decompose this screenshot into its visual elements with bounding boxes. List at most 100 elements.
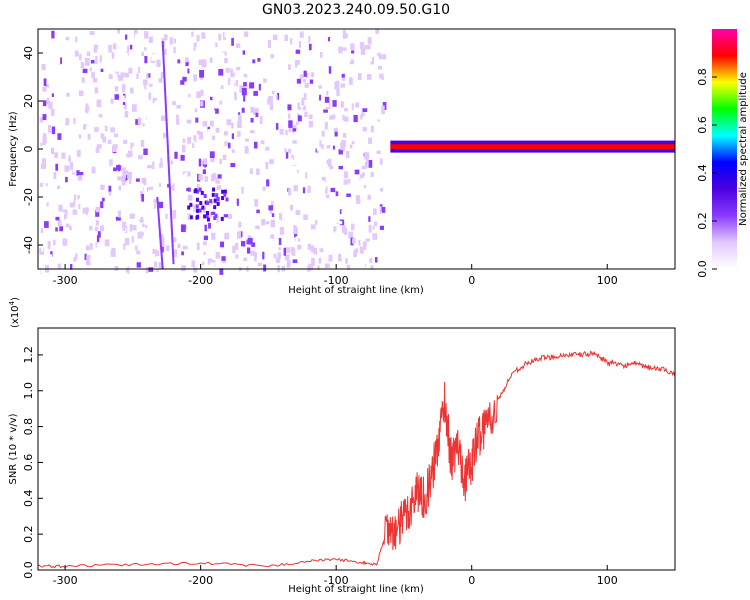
snr-y-ticks: 0.0 0.2 0.4 0.6 0.8 1.0 1.2 — [22, 346, 43, 579]
heatmap-cell — [114, 257, 117, 263]
heatmap-cell — [193, 42, 197, 47]
heatmap-cell — [348, 178, 351, 184]
heatmap-cell — [227, 253, 231, 261]
heatmap-cell — [127, 266, 130, 274]
heatmap-cell — [248, 46, 251, 51]
heatmap-cell — [351, 50, 355, 54]
heatmap-cell — [166, 55, 170, 61]
heatmap-cell — [195, 189, 199, 194]
heatmap-cell — [202, 169, 206, 175]
heatmap-cell — [62, 209, 68, 213]
heatmap-cell — [231, 37, 234, 46]
heatmap-cell — [236, 198, 239, 206]
heatmap-cell — [253, 90, 258, 96]
heatmap-cell — [258, 118, 262, 125]
heatmap-cell — [93, 90, 97, 98]
heatmap-cell — [211, 174, 215, 182]
heatmap-cell — [283, 167, 286, 174]
heatmap-cell — [63, 42, 68, 48]
heatmap-cell — [273, 34, 278, 40]
heatmap-cell — [291, 63, 296, 69]
heatmap-cell — [97, 231, 101, 238]
heatmap-cell — [288, 124, 292, 133]
heatmap-cell — [154, 100, 158, 107]
heatmap-cell — [276, 93, 280, 100]
colorbar-tick-label: 0.0 — [696, 260, 709, 278]
heatmap-cell — [85, 103, 90, 111]
heatmap-cell — [152, 161, 155, 170]
heatmap-cell — [44, 207, 48, 215]
heatmap-cell — [193, 74, 198, 82]
heatmap-cell — [142, 223, 145, 228]
heatmap-cell — [157, 122, 162, 129]
heatmap-cell — [91, 166, 96, 174]
heatmap-cell — [135, 88, 139, 94]
heatmap-cell — [195, 117, 199, 123]
heatmap-cell — [111, 248, 116, 254]
heatmap-cell — [350, 160, 355, 164]
heatmap-cell — [171, 101, 177, 106]
heatmap-cell — [277, 252, 281, 259]
heatmap-cell — [377, 111, 381, 118]
heatmap-cell — [196, 91, 201, 99]
heatmap-cell — [316, 93, 320, 100]
heatmap-cell — [349, 144, 353, 149]
heatmap-cell — [211, 192, 215, 197]
heatmap-cell — [60, 129, 64, 137]
heatmap-cell — [272, 90, 275, 95]
heatmap-cell — [169, 37, 173, 45]
heatmap-cell — [146, 72, 149, 79]
heatmap-cell — [130, 246, 134, 250]
heatmap-cell — [165, 213, 168, 219]
heatmap-cell — [232, 85, 237, 92]
heatmap-cell — [220, 85, 224, 90]
heatmap-cell — [262, 251, 265, 260]
heatmap-cell — [332, 145, 336, 150]
heatmap-cell — [316, 146, 322, 152]
heatmap-cell — [299, 134, 303, 141]
heatmap-cell — [378, 32, 383, 39]
heatmap-cell — [379, 225, 384, 230]
heatmap-cell — [158, 201, 164, 209]
heatmap-cell — [215, 42, 218, 48]
heatmap-cell — [172, 237, 177, 243]
heatmap-cell — [244, 196, 249, 203]
heatmap-cell — [335, 191, 339, 197]
heatmap-cell — [123, 160, 127, 165]
heatmap-cell — [88, 102, 93, 107]
heatmap-cell — [94, 127, 99, 132]
heatmap-cell — [58, 57, 62, 65]
heatmap-cell — [255, 225, 260, 230]
heatmap-cell — [250, 250, 256, 256]
heatmap-cell — [325, 186, 328, 194]
heatmap-cell — [303, 93, 307, 100]
heatmap-cell — [78, 107, 82, 111]
heatmap-cell — [124, 111, 129, 118]
heatmap-cell — [124, 238, 130, 246]
heatmap-cell — [94, 226, 99, 232]
heatmap-cell — [285, 129, 288, 136]
heatmap-cell — [211, 109, 216, 115]
snr-y-exponent-close: ) — [10, 297, 21, 301]
heatmap-cell — [258, 50, 263, 59]
heatmap-cell — [137, 29, 142, 35]
heatmap-cell — [289, 204, 294, 211]
heatmap-cell — [368, 159, 373, 168]
heatmap-cell — [121, 84, 126, 93]
heatmap-cell — [203, 194, 207, 199]
heatmap-cell — [110, 98, 114, 104]
heatmap-cell — [51, 147, 55, 154]
heatmap-cell — [41, 63, 46, 71]
colorbar: 0.0 0.2 0.4 0.6 0.8 Normalized spectral ampl… — [696, 29, 749, 278]
heatmap-cell — [50, 221, 53, 230]
heatmap-cell — [93, 256, 99, 263]
heatmap-cell — [324, 100, 329, 107]
heatmap-cell — [369, 257, 373, 263]
heatmap-cell — [239, 85, 245, 93]
heatmap-cell — [311, 257, 315, 266]
heatmap-cell — [68, 155, 71, 163]
heatmap-cell — [359, 246, 364, 254]
heatmap-cell — [86, 126, 89, 133]
heatmap-cell — [305, 172, 308, 179]
heatmap-cell — [318, 85, 323, 89]
